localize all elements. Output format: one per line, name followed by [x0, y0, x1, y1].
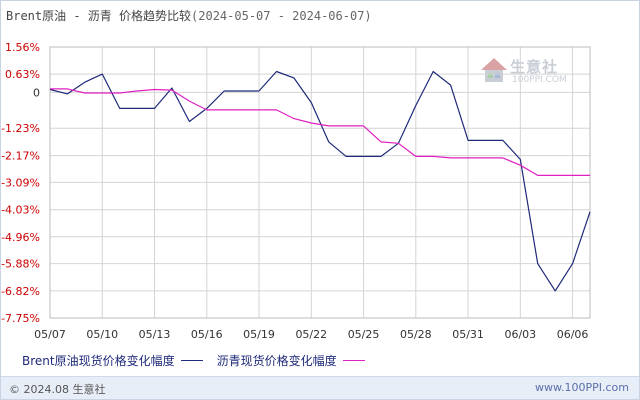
tick-labels: 1.56% 0.63% 0 -1.23% -2.17% -3.09% -4.03% -4.96…	[1, 41, 588, 341]
x-tick-label: 05/07	[34, 328, 66, 341]
y-tick-label: -5.88%	[1, 258, 40, 271]
x-tick-label: 05/13	[139, 328, 171, 341]
chart-legend: Brent原油现货价格变化幅度 沥青现货价格变化幅度	[22, 351, 379, 369]
y-tick-label: -2.17%	[1, 150, 40, 163]
legend-label-brent: Brent原油现货价格变化幅度	[22, 353, 175, 368]
axes	[49, 46, 591, 319]
x-tick-label: 05/28	[400, 328, 432, 341]
x-tick-label: 05/25	[348, 328, 380, 341]
y-tick-label: -6.82%	[1, 285, 40, 298]
series-line-brent	[49, 70, 591, 292]
y-tick-label: -4.03%	[1, 204, 40, 217]
series-lines	[49, 70, 591, 292]
legend-swatch-asphalt	[342, 359, 365, 361]
watermark-name: 生意社	[510, 58, 559, 76]
x-tick-label: 06/03	[504, 328, 536, 341]
y-tick-label: 0.63%	[5, 68, 40, 81]
house-logo-icon	[481, 58, 507, 82]
watermark-logo: 生意社 100PPI.COM	[480, 54, 580, 94]
footer-site-link[interactable]: www.100PPI.com	[535, 381, 629, 394]
footer-bar: © 2024.08 生意社 www.100PPI.com	[1, 376, 639, 399]
x-tick-label: 05/22	[295, 328, 327, 341]
x-tick-label: 05/31	[452, 328, 484, 341]
x-tick-label: 05/10	[86, 328, 118, 341]
y-tick-label: -1.23%	[1, 122, 40, 135]
x-tick-label: 06/06	[557, 328, 589, 341]
y-tick-label: -7.75%	[1, 312, 40, 325]
chart-date-range: (2024-05-07 - 2024-06-07)	[191, 9, 372, 23]
grid-lines	[49, 46, 590, 319]
plot-border	[49, 46, 591, 319]
chart-title: Brent原油 - 沥青 价格趋势比较(2024-05-07 - 2024-06…	[6, 7, 372, 24]
footer-copyright: © 2024.08 生意社	[9, 383, 106, 396]
x-tick-label: 05/19	[243, 328, 275, 341]
chart-title-text: Brent原油 - 沥青 价格趋势比较	[6, 9, 192, 23]
legend-label-asphalt: 沥青现货价格变化幅度	[216, 353, 337, 368]
y-tick-label: -3.09%	[1, 176, 40, 189]
y-tick-label: -4.96%	[1, 231, 40, 244]
y-tick-label: 1.56%	[5, 41, 40, 54]
watermark-url: 100PPI.COM	[512, 75, 567, 85]
series-line-asphalt	[50, 88, 590, 176]
legend-swatch-brent	[180, 359, 203, 361]
y-tick-label: 0	[33, 86, 40, 99]
x-tick-label: 05/16	[191, 328, 223, 341]
